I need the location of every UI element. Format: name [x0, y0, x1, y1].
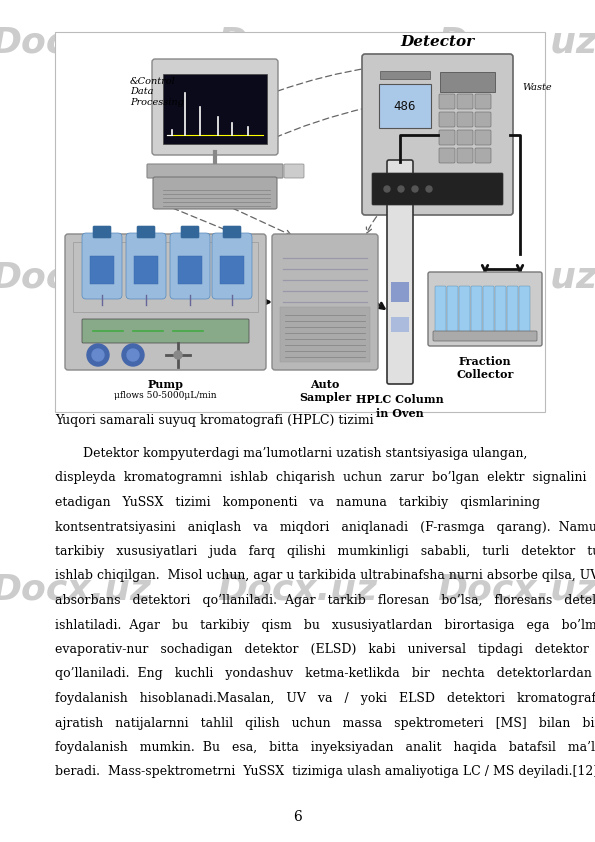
- Circle shape: [384, 186, 390, 192]
- FancyBboxPatch shape: [153, 177, 277, 209]
- FancyBboxPatch shape: [152, 59, 278, 155]
- Circle shape: [398, 186, 404, 192]
- Text: HPLC Column: HPLC Column: [356, 394, 444, 405]
- FancyBboxPatch shape: [126, 233, 166, 299]
- FancyBboxPatch shape: [459, 286, 470, 333]
- FancyBboxPatch shape: [439, 112, 455, 127]
- FancyBboxPatch shape: [220, 256, 244, 284]
- Text: Yuqori samarali suyuq kromatografi (HPLC) tizimi: Yuqori samarali suyuq kromatografi (HPLC…: [55, 414, 374, 427]
- FancyBboxPatch shape: [475, 130, 491, 145]
- FancyBboxPatch shape: [170, 233, 210, 299]
- FancyBboxPatch shape: [284, 164, 304, 178]
- FancyBboxPatch shape: [147, 164, 283, 178]
- Text: 6: 6: [293, 810, 302, 824]
- FancyBboxPatch shape: [519, 286, 530, 333]
- Text: Collector: Collector: [456, 369, 513, 380]
- FancyBboxPatch shape: [439, 148, 455, 163]
- Text: Docx.uz: Docx.uz: [0, 25, 151, 59]
- Text: Docx.uz: Docx.uz: [438, 25, 595, 59]
- FancyBboxPatch shape: [475, 94, 491, 109]
- FancyBboxPatch shape: [483, 286, 494, 333]
- FancyBboxPatch shape: [457, 130, 473, 145]
- Text: 486: 486: [394, 99, 416, 113]
- Text: evaporativ-nur   sochadigan   detektor   (ELSD)   kabi   universal   tipdagi   d: evaporativ-nur sochadigan detektor (ELSD…: [55, 643, 589, 656]
- Circle shape: [412, 186, 418, 192]
- FancyBboxPatch shape: [391, 282, 409, 302]
- Text: qo’llaniladi.  Eng   kuchli   yondashuv   ketma-ketlikda   bir   nechta   detekt: qo’llaniladi. Eng kuchli yondashuv ketma…: [55, 668, 592, 680]
- FancyBboxPatch shape: [362, 54, 513, 215]
- FancyBboxPatch shape: [272, 234, 378, 370]
- FancyBboxPatch shape: [178, 256, 202, 284]
- Text: Detector: Detector: [400, 35, 475, 49]
- Text: absorbans   detektori   qo’llaniladi.  Agar   tarkib   floresan   bo’lsa,   flor: absorbans detektori qo’llaniladi. Agar t…: [55, 594, 595, 607]
- FancyBboxPatch shape: [212, 233, 252, 299]
- FancyBboxPatch shape: [433, 331, 537, 341]
- Circle shape: [174, 351, 182, 359]
- FancyBboxPatch shape: [471, 286, 482, 333]
- Circle shape: [87, 344, 109, 366]
- Circle shape: [426, 186, 432, 192]
- FancyBboxPatch shape: [134, 256, 158, 284]
- Text: foydalanish   mumkin.  Bu   esa,   bitta   inyeksiyadan   analit   haqida   bata: foydalanish mumkin. Bu esa, bitta inyeks…: [55, 741, 595, 754]
- FancyBboxPatch shape: [435, 286, 446, 333]
- FancyBboxPatch shape: [223, 226, 241, 238]
- Text: ishlab chiqilgan.  Misol uchun, agar u tarkibida ultrabinafsha nurni absorbe qil: ishlab chiqilgan. Misol uchun, agar u ta…: [55, 569, 595, 583]
- Text: μflows 50-5000μL/min: μflows 50-5000μL/min: [114, 391, 217, 400]
- FancyBboxPatch shape: [82, 233, 122, 299]
- FancyBboxPatch shape: [457, 148, 473, 163]
- Text: Docx.uz: Docx.uz: [0, 261, 151, 295]
- FancyBboxPatch shape: [93, 226, 111, 238]
- FancyBboxPatch shape: [90, 256, 114, 284]
- Text: Docx.uz: Docx.uz: [0, 573, 151, 606]
- FancyBboxPatch shape: [475, 148, 491, 163]
- Text: Docx.uz: Docx.uz: [218, 25, 377, 59]
- Text: foydalanish   hisoblanadi.Masalan,   UV   va   /   yoki   ELSD   detektori   kro: foydalanish hisoblanadi.Masalan, UV va /…: [55, 692, 595, 705]
- FancyBboxPatch shape: [457, 94, 473, 109]
- FancyBboxPatch shape: [457, 112, 473, 127]
- FancyBboxPatch shape: [440, 72, 495, 92]
- FancyBboxPatch shape: [447, 286, 458, 333]
- Text: Docx.uz: Docx.uz: [438, 261, 595, 295]
- Text: Fraction: Fraction: [459, 356, 511, 367]
- Text: Pump: Pump: [148, 379, 183, 390]
- Text: Auto: Auto: [311, 379, 340, 390]
- FancyBboxPatch shape: [82, 319, 249, 343]
- FancyBboxPatch shape: [181, 226, 199, 238]
- FancyBboxPatch shape: [379, 84, 431, 128]
- Text: etadigan   YuSSX   tizimi   komponenti   va   namuna   tarkibiy   qismlarining: etadigan YuSSX tizimi komponenti va namu…: [55, 496, 540, 509]
- Text: displeyda  kromatogramni  ishlab  chiqarish  uchun  zarur  bo’lgan  elektr  sign: displeyda kromatogramni ishlab chiqarish…: [55, 472, 595, 484]
- Circle shape: [127, 349, 139, 361]
- Text: kontsentratsiyasini   aniqlash   va   miqdori   aniqlanadi   (F-rasmga   qarang): kontsentratsiyasini aniqlash va miqdori …: [55, 520, 595, 534]
- Text: ishlatiladi.  Agar   bu   tarkibiy   qism   bu   xususiyatlardan   birortasiga  : ishlatiladi. Agar bu tarkibiy qism bu xu…: [55, 619, 595, 632]
- FancyBboxPatch shape: [507, 286, 518, 333]
- FancyBboxPatch shape: [163, 74, 267, 144]
- Text: beradi.  Mass-spektrometrni  YuSSX  tizimiga ulash amaliyotiga LC / MS deyiladi.: beradi. Mass-spektrometrni YuSSX tizimig…: [55, 765, 595, 779]
- Text: Sampler: Sampler: [299, 392, 351, 403]
- Circle shape: [122, 344, 144, 366]
- FancyBboxPatch shape: [387, 160, 413, 384]
- FancyBboxPatch shape: [55, 32, 545, 412]
- FancyBboxPatch shape: [65, 234, 266, 370]
- Text: Docx.uz: Docx.uz: [218, 573, 377, 606]
- FancyBboxPatch shape: [380, 71, 430, 79]
- Text: Docx.uz: Docx.uz: [218, 261, 377, 295]
- Text: tarkibiy   xususiyatlari   juda   farq   qilishi   mumkinligi   sababli,   turli: tarkibiy xususiyatlari juda farq qilishi…: [55, 545, 595, 558]
- Text: in Oven: in Oven: [376, 408, 424, 419]
- Text: Waste: Waste: [522, 83, 552, 92]
- Text: Detektor kompyuterdagi ma’lumotlarni uzatish stantsiyasiga ulangan,: Detektor kompyuterdagi ma’lumotlarni uza…: [55, 447, 527, 460]
- Text: ajratish   natijalarnni   tahlil   qilish   uchun   massa   spektrometeri   [MS]: ajratish natijalarnni tahlil qilish uchu…: [55, 717, 595, 729]
- FancyBboxPatch shape: [391, 317, 409, 332]
- FancyBboxPatch shape: [280, 307, 370, 362]
- FancyBboxPatch shape: [495, 286, 506, 333]
- FancyBboxPatch shape: [372, 173, 503, 205]
- Text: Docx.uz: Docx.uz: [438, 573, 595, 606]
- Circle shape: [92, 349, 104, 361]
- FancyBboxPatch shape: [137, 226, 155, 238]
- Text: &Control
Data
Processing: &Control Data Processing: [130, 77, 184, 107]
- FancyBboxPatch shape: [475, 112, 491, 127]
- FancyBboxPatch shape: [428, 272, 542, 346]
- FancyBboxPatch shape: [439, 130, 455, 145]
- FancyBboxPatch shape: [439, 94, 455, 109]
